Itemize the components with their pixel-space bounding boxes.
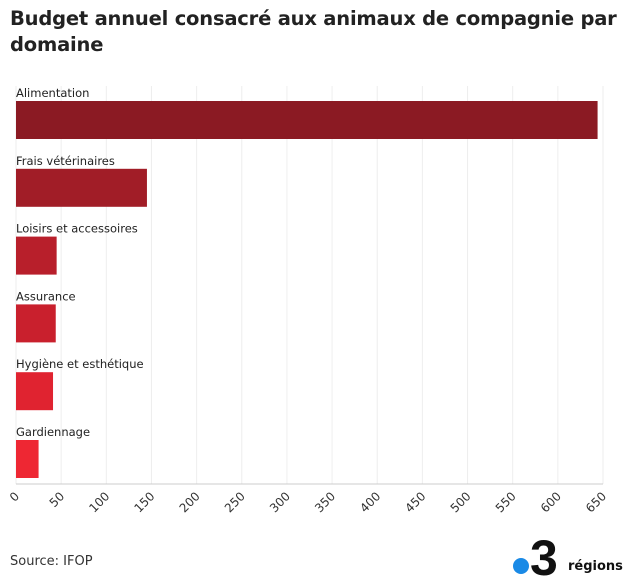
bar xyxy=(16,440,39,478)
category-label: Alimentation xyxy=(16,86,89,100)
chart-title: Budget annuel consacré aux animaux de co… xyxy=(10,7,617,56)
bar xyxy=(16,168,147,207)
x-tick-label: 250 xyxy=(222,489,248,515)
logo-word: régions xyxy=(568,559,623,574)
bar xyxy=(16,304,56,343)
bar xyxy=(16,372,54,411)
x-tick-label: 550 xyxy=(493,489,519,515)
bar xyxy=(16,101,598,139)
category-label: Gardiennage xyxy=(16,425,90,439)
x-tick-label: 100 xyxy=(86,489,112,515)
x-tick-label: 350 xyxy=(312,489,338,515)
x-tick-label: 600 xyxy=(538,489,564,515)
logo-dot-icon xyxy=(513,558,529,574)
x-tick-label: 400 xyxy=(357,489,383,515)
x-tick-label: 300 xyxy=(267,489,293,515)
x-tick-label: 0 xyxy=(7,489,22,504)
bar xyxy=(16,236,57,275)
category-label: Hygiène et esthétique xyxy=(16,357,144,371)
x-tick-label: 450 xyxy=(402,489,428,515)
logo-number: 3 xyxy=(530,530,558,586)
france3-regions-logo: 3 régions xyxy=(510,532,630,584)
category-label: Loisirs et accessoires xyxy=(16,222,138,236)
category-label: Assurance xyxy=(16,289,76,303)
x-tick-label: 650 xyxy=(583,489,609,515)
category-label: Frais vétérinaires xyxy=(16,154,115,168)
source-note: Source: IFOP xyxy=(10,554,93,569)
x-tick-label: 50 xyxy=(47,489,68,510)
x-tick-label: 150 xyxy=(131,489,157,515)
x-tick-label: 200 xyxy=(177,489,203,515)
x-tick-label: 500 xyxy=(448,489,474,515)
bar-chart: Alimentation Frais vétérinaires Loisirs et… xyxy=(7,86,609,515)
